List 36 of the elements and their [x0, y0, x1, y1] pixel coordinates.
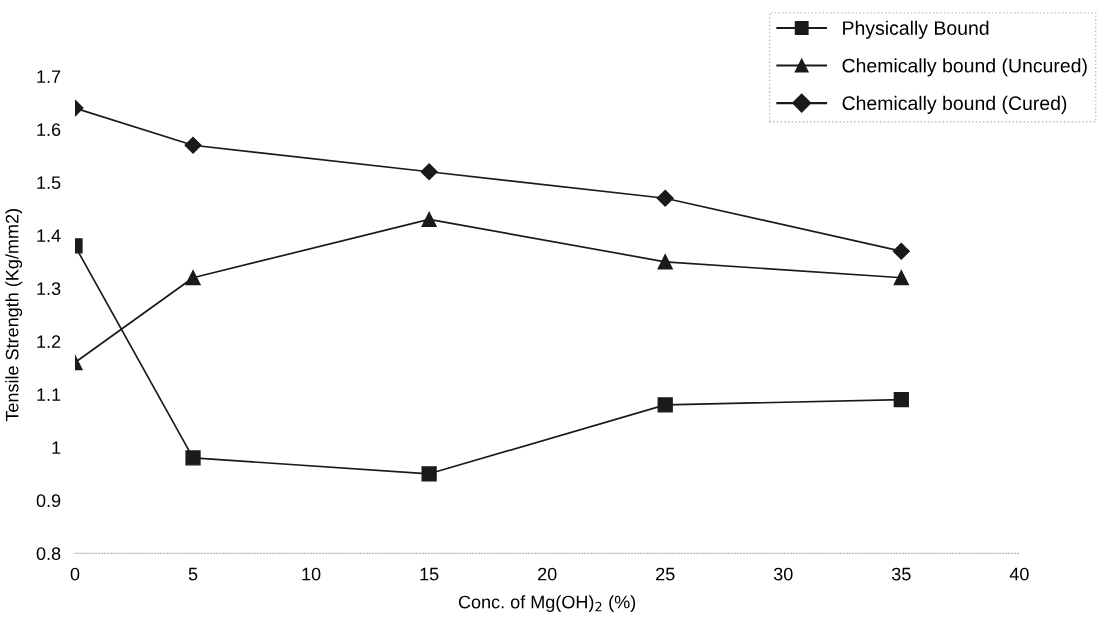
x-axis-title: Conc. of Mg(OH)$_{2}$ (%)	[458, 595, 636, 612]
point	[656, 189, 674, 207]
x-tick-label: 35	[891, 567, 911, 581]
x-tick-label: 30	[773, 567, 793, 581]
y-tick-label: 0.9	[36, 494, 61, 508]
x-tick-label: 20	[538, 567, 557, 581]
y-tick-label: 1.1	[37, 388, 61, 401]
x-tick-label: 0	[70, 567, 80, 581]
y-tick-label: 1.2	[37, 335, 61, 348]
point	[420, 163, 438, 181]
point	[657, 397, 673, 413]
y-tick-label: 1.6	[37, 123, 61, 137]
x-tick-label: 5	[188, 567, 198, 581]
point	[893, 270, 909, 286]
y-axis-title: Tensile Strength (Kg/mm2)	[5, 209, 23, 422]
y-tick-label: 1.7	[37, 70, 61, 83]
point	[892, 242, 910, 260]
y-tick-label: 0.8	[36, 547, 61, 561]
x-tick-label: 15	[420, 567, 439, 581]
x-tick-label: 40	[1009, 567, 1029, 581]
x-tick-label: 10	[302, 567, 321, 581]
point	[185, 270, 201, 286]
point	[185, 450, 201, 466]
legend-label: Physically Bound	[843, 20, 989, 39]
y-tick-label: 1.5	[37, 176, 61, 190]
legend-label: Chemically bound (Uncured)	[842, 58, 1087, 77]
point	[657, 254, 673, 270]
x-tick-label: 25	[656, 567, 675, 581]
y-tick-label: 1.3	[37, 282, 61, 296]
legend-label: Chemically bound (Cured)	[842, 95, 1067, 114]
y-tick-label: 1	[52, 441, 61, 454]
y-tick-label: 1.4	[37, 229, 61, 242]
point	[184, 136, 202, 154]
point	[421, 211, 437, 228]
point	[893, 391, 909, 408]
point	[421, 466, 437, 482]
